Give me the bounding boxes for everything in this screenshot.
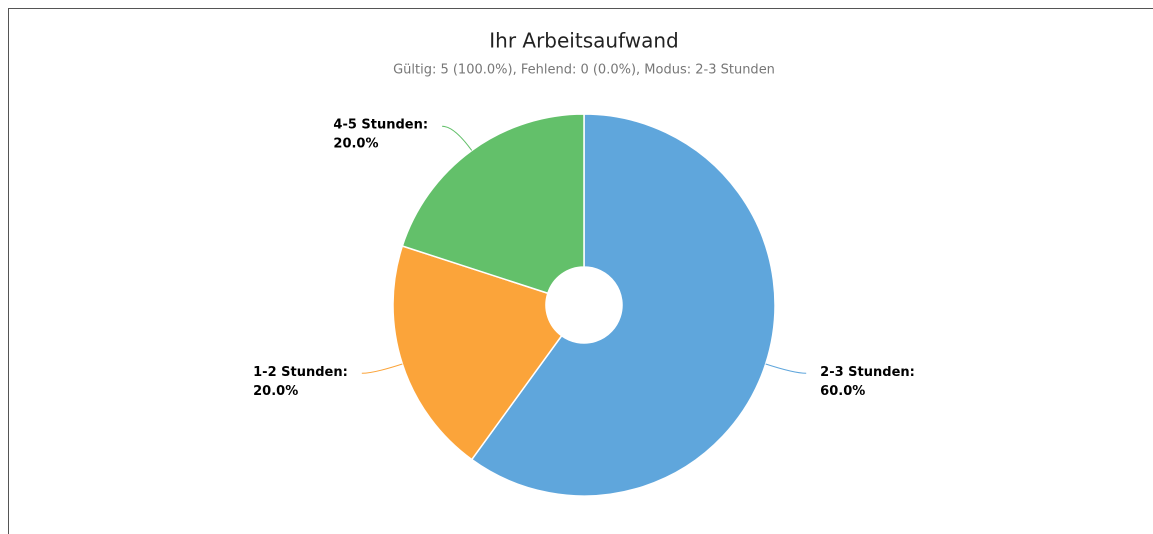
slice-value-label: 60.0% [820,384,865,399]
leader-line [442,125,473,151]
pie-slice [470,113,776,497]
slice-value-label: 20.0% [333,137,378,152]
chart-title: Ihr Arbeitsaufwand [489,29,678,53]
slice-label: 1-2 Stunden: [253,365,348,380]
pie-slice [392,245,563,461]
leader-line [765,363,807,374]
slice-label: 2-3 Stunden: [820,365,915,380]
chart-subtitle: Gültig: 5 (100.0%), Fehlend: 0 (0.0%), M… [393,63,775,78]
slice-value-label: 20.0% [253,384,298,399]
slice-label: 4-5 Stunden: [333,118,428,133]
leader-line [361,363,403,374]
pie-slice [401,113,585,295]
